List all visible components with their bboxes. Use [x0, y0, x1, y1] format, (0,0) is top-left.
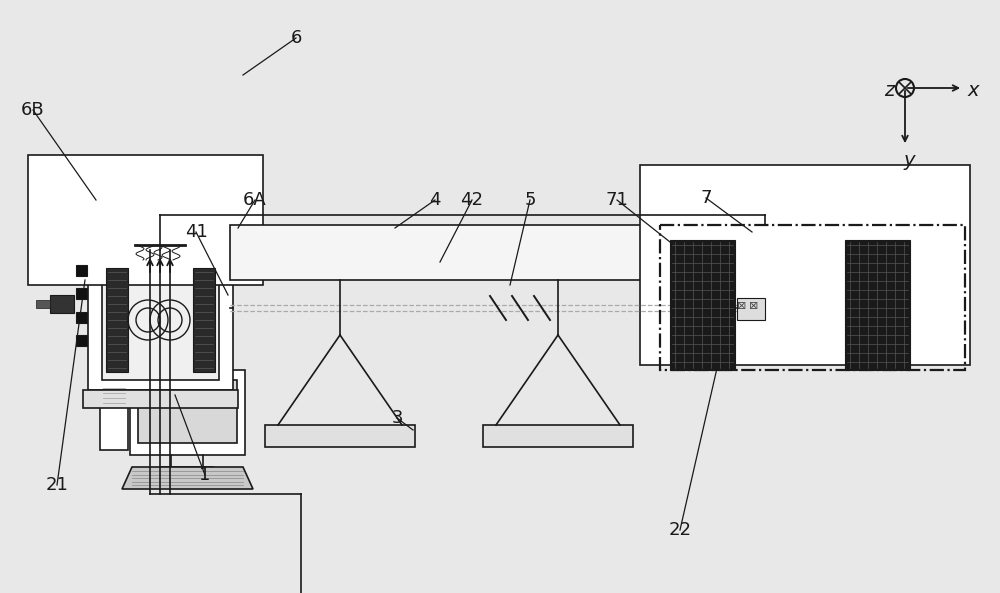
Text: 41: 41 [185, 223, 207, 241]
Text: 3: 3 [391, 409, 403, 427]
Bar [193, 268, 215, 372]
Polygon shape [122, 467, 253, 489]
Bar [660, 225, 965, 370]
Bar [106, 268, 128, 372]
Text: 6B: 6B [21, 101, 45, 119]
Bar [28, 155, 263, 285]
Bar [130, 370, 245, 455]
Bar [76, 335, 87, 346]
Text: 4: 4 [429, 191, 441, 209]
Text: 7: 7 [700, 189, 712, 207]
Text: ⊠: ⊠ [749, 301, 759, 311]
Bar [670, 240, 735, 370]
Bar [104, 375, 116, 383]
Bar [50, 295, 74, 313]
Bar [845, 240, 910, 370]
Bar [640, 165, 970, 365]
Text: 71: 71 [606, 191, 628, 209]
Text: 22: 22 [668, 521, 692, 539]
Bar [36, 300, 50, 308]
Bar [76, 288, 87, 299]
Text: 5: 5 [524, 191, 536, 209]
Bar [76, 265, 87, 276]
Text: 42: 42 [460, 191, 484, 209]
Bar [230, 225, 765, 280]
Text: 6: 6 [290, 29, 302, 47]
Bar [83, 390, 238, 408]
Text: 6A: 6A [243, 191, 267, 209]
Text: 21: 21 [46, 476, 68, 494]
Text: y: y [903, 151, 915, 170]
Bar [737, 298, 765, 320]
Text: x: x [967, 81, 979, 100]
Bar [265, 425, 415, 447]
Bar [88, 250, 233, 390]
Bar [100, 370, 128, 450]
Bar [138, 380, 237, 443]
Bar [483, 425, 633, 447]
Text: z: z [884, 81, 894, 100]
Bar [76, 312, 87, 323]
Text: ⊠: ⊠ [737, 301, 747, 311]
Bar [102, 260, 219, 380]
Text: 1: 1 [199, 466, 211, 484]
